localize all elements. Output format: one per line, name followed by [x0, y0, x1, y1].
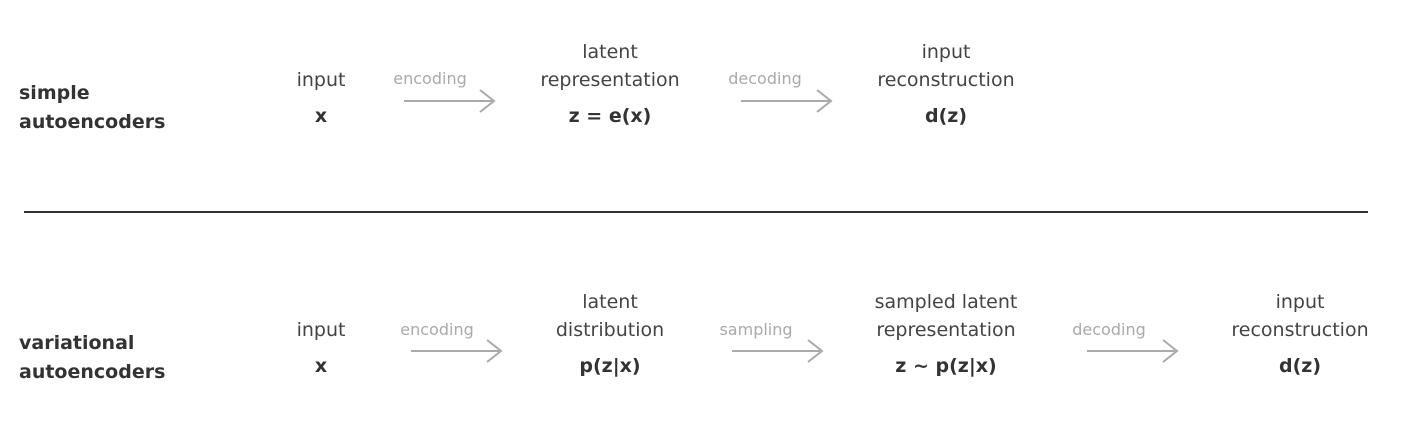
node-sampled-latent-representation: sampled latent representation z ~ p(z|x) — [875, 288, 1018, 380]
row-label-line: variational — [19, 329, 165, 358]
node-title: distribution — [556, 316, 664, 344]
node-title: latent — [556, 288, 664, 316]
node-title: input — [877, 38, 1014, 66]
arrow-sampling — [728, 336, 828, 366]
node-title: sampled latent — [875, 288, 1018, 316]
node-math: d(z) — [1231, 352, 1368, 380]
node-math: d(z) — [877, 102, 1014, 130]
row-label-simple-autoencoders: simple autoencoders — [19, 79, 165, 137]
node-title: reconstruction — [877, 66, 1014, 94]
node-math: x — [297, 352, 346, 380]
node-math: x — [297, 102, 346, 130]
node-title: representation — [540, 66, 679, 94]
node-title: input — [297, 66, 346, 94]
node-math: p(z|x) — [556, 352, 664, 380]
node-input: input x — [297, 316, 346, 380]
section-divider — [24, 211, 1368, 213]
node-input: input x — [297, 66, 346, 130]
row-label-line: autoencoders — [19, 358, 165, 387]
node-input-reconstruction: input reconstruction d(z) — [877, 38, 1014, 130]
row-label-variational-autoencoders: variational autoencoders — [19, 329, 165, 387]
row-label-line: simple — [19, 79, 165, 108]
arrow-decoding — [737, 86, 837, 116]
row-label-line: autoencoders — [19, 108, 165, 137]
node-input-reconstruction: input reconstruction d(z) — [1231, 288, 1368, 380]
node-title: reconstruction — [1231, 316, 1368, 344]
node-latent-distribution: latent distribution p(z|x) — [556, 288, 664, 380]
node-math: z ~ p(z|x) — [875, 352, 1018, 380]
arrow-decoding — [1083, 336, 1183, 366]
node-title: input — [1231, 288, 1368, 316]
node-math: z = e(x) — [540, 102, 679, 130]
node-title: latent — [540, 38, 679, 66]
node-title: representation — [875, 316, 1018, 344]
node-title: input — [297, 316, 346, 344]
arrow-encoding — [407, 336, 507, 366]
node-latent-representation: latent representation z = e(x) — [540, 38, 679, 130]
arrow-encoding — [400, 86, 500, 116]
